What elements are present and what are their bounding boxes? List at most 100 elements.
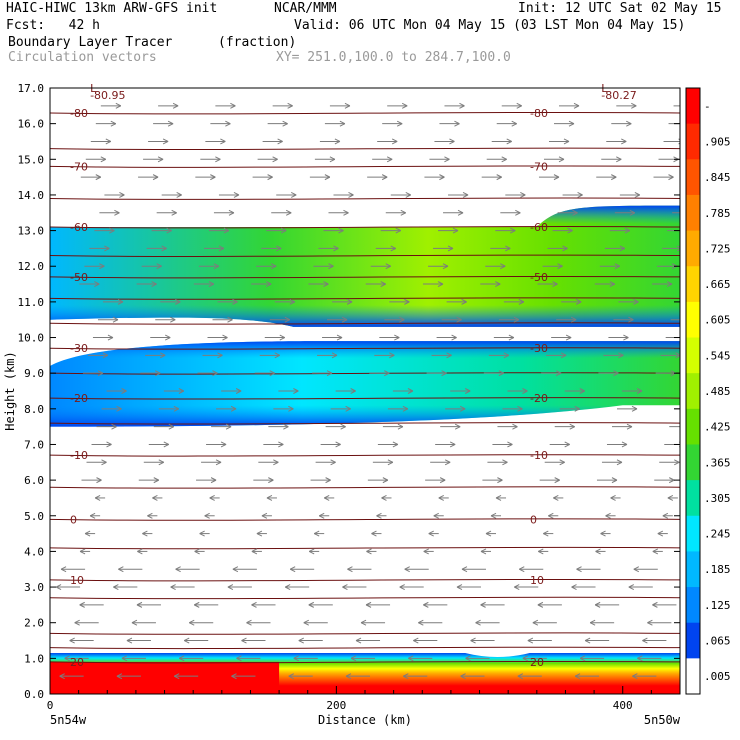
circulation-vector-head — [171, 209, 177, 216]
circulation-vector-head — [278, 441, 284, 448]
colorbar-label: .725 — [704, 242, 731, 255]
circulation-vector-head — [283, 423, 289, 430]
circulation-vector-head — [104, 245, 110, 252]
temperature-contour-line — [50, 254, 680, 257]
y-tick-label: 2.0 — [24, 617, 44, 630]
circulation-vector-head — [404, 298, 410, 305]
x-axis: 0 200 400 — [47, 686, 681, 712]
circulation-vector-head — [605, 512, 611, 519]
circulation-vector-head — [178, 388, 185, 394]
circulation-vector-head — [518, 298, 525, 305]
circulation-vector-head — [381, 494, 387, 501]
colorbar-label: .125 — [704, 599, 731, 612]
circulation-vector-head — [624, 227, 631, 234]
circulation-vector-head — [291, 191, 297, 198]
circulation-vector-head — [621, 138, 627, 145]
circulation-vector-head — [279, 334, 285, 341]
contour-label: -20 — [530, 392, 548, 405]
circulation-vector-head — [511, 120, 517, 127]
circulation-vector-head — [246, 619, 252, 626]
colorbar-label: .005 — [704, 670, 731, 683]
x-right-location: 5n50w — [644, 713, 681, 727]
contour-annotations: -80 -80 -70 -70 -60 -60 -50 -50 -30 -30 -20 -20 -10 -… — [70, 82, 637, 669]
circulation-vector-head — [652, 601, 658, 608]
circulation-vector-head — [116, 405, 122, 412]
circulation-vector-head — [288, 673, 294, 680]
circulation-vector-head — [490, 512, 497, 519]
contour-label: -50 — [530, 271, 548, 284]
circulation-vector-head — [126, 637, 133, 644]
circulation-vector-head — [270, 263, 277, 270]
y-tick-label: 16.0 — [18, 118, 45, 131]
circulation-vector-head — [543, 530, 549, 537]
colorbar-swatch — [686, 622, 700, 659]
circulation-vector-head — [444, 156, 450, 163]
colorbar-swatch — [686, 230, 700, 267]
circulation-vector-head — [284, 316, 291, 323]
circulation-vector-head — [637, 655, 643, 662]
circulation-vector-head — [611, 174, 617, 181]
circulation-vector-head — [111, 423, 117, 430]
circulation-vector-head — [99, 263, 105, 270]
circulation-vector-head — [595, 548, 601, 555]
circulation-vector-head — [231, 673, 237, 680]
circulation-vector-head — [626, 423, 633, 430]
circulation-vector-head — [166, 227, 172, 234]
colorbar-swatch — [686, 551, 700, 588]
circulation-vector-head — [505, 245, 511, 252]
circulation-vector-head — [503, 352, 510, 359]
circulation-vector-head — [621, 441, 628, 448]
colorbar-label: .785 — [704, 207, 731, 220]
temperature-contour-line — [50, 546, 680, 550]
circulation-vector-head — [318, 512, 325, 519]
circulation-vector-head — [548, 512, 554, 519]
circulation-vector-head — [376, 512, 382, 519]
circulation-vector-head — [632, 673, 638, 680]
circulation-vector-head — [162, 138, 169, 145]
circulation-vector-head — [154, 370, 161, 377]
circulation-vector-head — [118, 566, 124, 573]
circulation-vector-head — [94, 494, 101, 501]
contour-label: -10 — [530, 449, 548, 462]
circulation-vector-head — [366, 548, 372, 555]
y-tick-label: 12.0 — [18, 260, 45, 273]
circulation-vector-head — [629, 209, 636, 216]
circulation-vector-head — [183, 637, 190, 644]
contour-label: -70 — [70, 160, 88, 173]
circulation-vector-head — [501, 156, 507, 163]
middle-tracer-layer-edge — [50, 341, 680, 427]
temperature-contour-line — [50, 486, 680, 489]
circulation-vector-head — [642, 637, 648, 644]
circulation-vector-head — [508, 334, 515, 341]
circulation-vector-head — [217, 352, 223, 359]
org-label: NCAR/MMM — [274, 1, 337, 16]
circulation-vector-head — [449, 138, 455, 145]
circulation-vector-head — [626, 120, 632, 127]
circulation-vector-head — [289, 566, 296, 573]
circulation-vector-head — [399, 316, 405, 323]
circulation-vector-head — [303, 619, 309, 626]
circulation-vector-head — [227, 584, 234, 591]
contour-label: -60 — [70, 221, 88, 234]
temperature-contour-line — [50, 660, 680, 664]
circulation-vector-head — [516, 102, 522, 109]
circulation-vector-head — [151, 281, 157, 288]
circulation-vector-head — [668, 174, 674, 181]
temperature-contour-line — [50, 397, 680, 400]
colorbar-swatch — [686, 480, 700, 517]
temperature-contour-line — [50, 372, 680, 375]
circulation-vector-head — [338, 227, 344, 234]
y-tick-label: 13.0 — [18, 225, 45, 238]
circulation-vector-head — [572, 209, 578, 216]
colorbar-swatch — [686, 194, 700, 232]
circulation-vector-head — [287, 102, 293, 109]
circulation-vector-head — [454, 423, 461, 430]
forecast-hour: Fcst: 42 h — [6, 18, 100, 33]
circulation-vector-head — [95, 174, 102, 181]
circulation-vector-head — [346, 298, 353, 305]
circulation-vector-head — [251, 548, 258, 555]
circulation-vector-head — [480, 601, 486, 608]
circulation-vector-head — [100, 156, 107, 163]
circulation-vector-head — [399, 584, 405, 591]
temperature-contour-line — [50, 596, 680, 600]
